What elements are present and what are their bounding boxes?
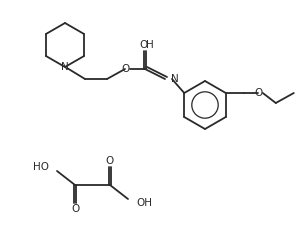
Text: O: O bbox=[106, 156, 114, 166]
Text: OH: OH bbox=[136, 198, 152, 208]
Text: N: N bbox=[61, 62, 69, 72]
Text: O: O bbox=[139, 40, 147, 50]
Text: O: O bbox=[255, 88, 263, 98]
Text: HO: HO bbox=[33, 162, 49, 172]
Text: O: O bbox=[71, 204, 79, 214]
Text: H: H bbox=[146, 40, 154, 50]
Text: N: N bbox=[171, 74, 179, 84]
Text: O: O bbox=[122, 64, 130, 74]
